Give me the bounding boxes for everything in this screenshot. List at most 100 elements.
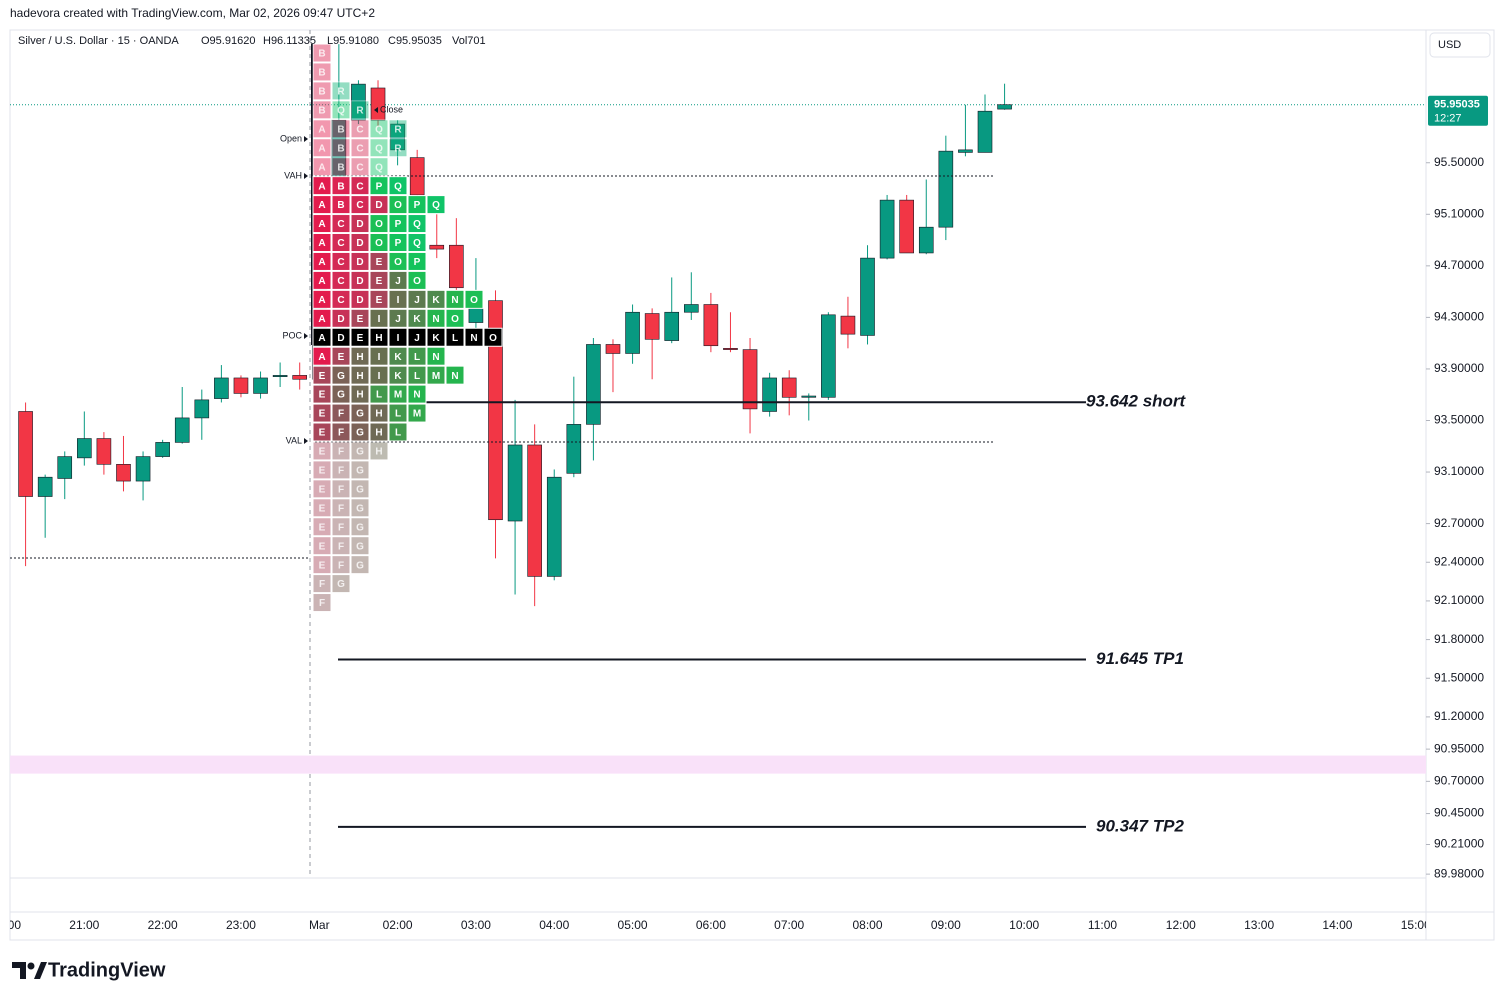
tpo-cell (312, 555, 332, 575)
tpo-cell (331, 119, 351, 139)
tpo-letter: C (356, 162, 363, 173)
tpo-letter: E (357, 314, 364, 325)
tpo-letter: O (375, 238, 383, 249)
tpo-letter: R (394, 143, 402, 154)
tpo-cell (407, 384, 427, 404)
x-tick-label: 05:00 (618, 918, 648, 932)
tpo-letter: E (357, 333, 364, 344)
tpo-letter: H (375, 333, 382, 344)
tpo-cell (369, 157, 389, 177)
candle-body (194, 399, 210, 419)
countdown: 12:27 (1434, 113, 1462, 125)
tpo-letter: E (319, 447, 326, 458)
candle-body (801, 395, 817, 398)
tpo-letter: F (338, 522, 344, 533)
tpo-letter: A (318, 143, 325, 154)
tpo-letter: B (318, 105, 325, 116)
tpo-cell (331, 214, 351, 234)
tpo-letter: P (376, 181, 383, 192)
logo: TradingView (12, 959, 166, 981)
tpo-letter: A (318, 181, 325, 192)
tpo-cell (331, 270, 351, 290)
tpo-letter: R (337, 87, 345, 98)
tpo-cell (331, 555, 351, 575)
tpo-letter: Q (432, 200, 440, 211)
tpo-cell (426, 289, 446, 309)
tpo-letter: I (397, 295, 400, 306)
tpo-cell (350, 270, 370, 290)
tpo-marker-arrow (304, 438, 308, 444)
tpo-cell (331, 327, 351, 347)
tpo-cell (388, 233, 408, 252)
tpo-letter: D (337, 314, 344, 325)
tpo-cell (350, 536, 370, 556)
tpo-cell (369, 270, 389, 290)
tpo-cell (369, 233, 389, 252)
tpo-letter: E (319, 390, 326, 401)
currency-button[interactable] (1429, 32, 1491, 58)
tpo-letter: O (489, 333, 497, 344)
tpo-cell (426, 346, 446, 366)
tpo-letter: F (338, 503, 344, 514)
tpo-cell (426, 195, 446, 215)
tpo-marker: VAH (284, 170, 302, 180)
tpo-cell (312, 176, 332, 196)
y-tick-label: 92.10000 (1434, 593, 1484, 607)
candle-body (155, 442, 170, 457)
tpo-cell (369, 308, 389, 328)
tpo-letter: C (337, 257, 344, 268)
tpo-letter: H (375, 409, 382, 420)
tpo-letter: L (414, 371, 420, 382)
tpo-cell (350, 555, 370, 575)
tpo-cell (312, 308, 332, 328)
tpo-letter: E (338, 352, 345, 363)
tpo-cell (331, 195, 351, 215)
tpo-cell (407, 327, 427, 347)
legend-value: O95.91620 (201, 35, 255, 47)
candle-body (879, 199, 895, 259)
tpo-letter: E (319, 428, 326, 439)
tpo-letter: A (318, 124, 325, 135)
y-tick-label: 92.70000 (1434, 516, 1484, 530)
tpo-letter: C (356, 200, 363, 211)
price-axis: 95.50000 95.10000 94.70000 94.30000 93.90000… (1426, 95, 1488, 880)
tpo-cell (312, 214, 332, 234)
currency[interactable]: USD (1438, 39, 1461, 51)
tpo-cell (388, 327, 408, 347)
tpo-letter: A (318, 219, 325, 230)
tpo-cell (312, 289, 332, 309)
tpo-cell (350, 289, 370, 309)
tpo-cell (350, 195, 370, 215)
candle-body (18, 411, 33, 497)
tpo-letter: Q (337, 105, 345, 116)
tpo-letter: G (356, 428, 364, 439)
tpo-cell (464, 289, 484, 309)
x-tick-label: 13:00 (1244, 918, 1274, 932)
tpo-letter: K (394, 371, 402, 382)
tpo-cell (331, 574, 351, 594)
tpo-cell (331, 138, 351, 158)
tpo-letter: N (451, 371, 458, 382)
tpo-letter: F (319, 579, 325, 590)
tpo-cell (445, 327, 465, 347)
tpo-letter: R (394, 124, 402, 135)
x-tick-label: 23:00 (226, 918, 256, 932)
tpo-letter: E (319, 522, 326, 533)
candle-body (77, 438, 92, 459)
tpo-letter: F (338, 409, 344, 420)
tpo-letter: N (432, 314, 439, 325)
candle-body (527, 444, 542, 577)
tpo-letter: G (356, 503, 364, 514)
candle-body (488, 300, 503, 521)
x-tick-label: 10:00 (1009, 918, 1039, 932)
candle-body (214, 377, 229, 399)
tpo-cell (483, 327, 503, 347)
tpo-marker-arrow (304, 136, 308, 142)
tpo-cell (331, 441, 351, 461)
tpo-marker-arrow (304, 333, 308, 339)
tpo-cell (331, 308, 351, 328)
tpo-cell (350, 346, 370, 366)
tpo-cell (388, 289, 408, 309)
tpo-cell (312, 270, 332, 290)
